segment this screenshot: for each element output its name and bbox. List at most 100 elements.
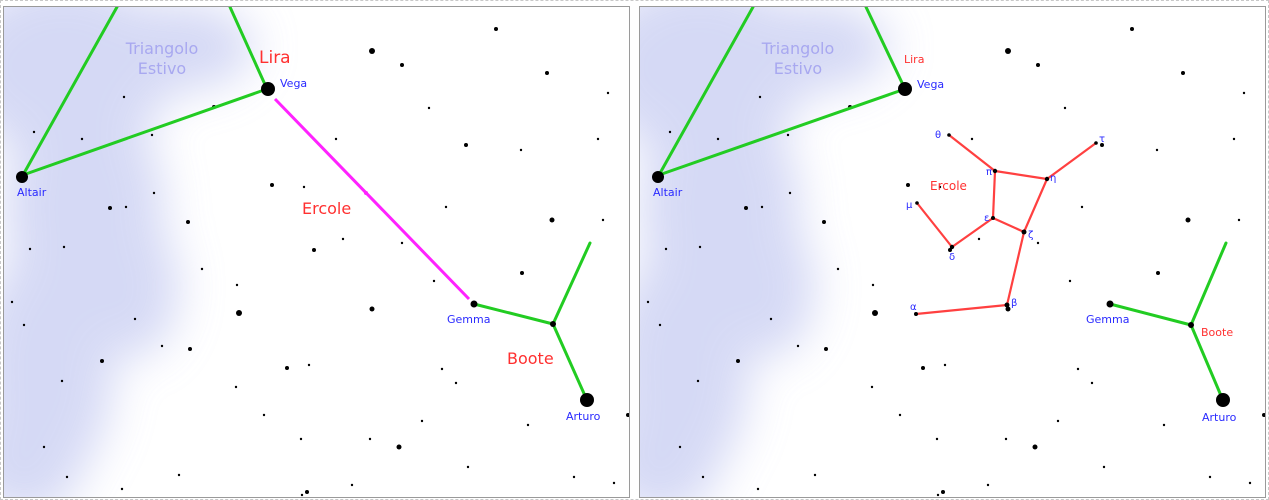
background-star <box>235 283 239 287</box>
background-star <box>270 183 274 187</box>
background-star <box>122 95 126 99</box>
background-star <box>796 344 800 348</box>
background-star <box>769 317 773 321</box>
gemma-boote-line <box>472 302 555 326</box>
background-star <box>152 191 156 195</box>
herc-beta-alpha <box>914 303 1009 316</box>
herc-zeta-beta <box>1005 230 1026 307</box>
background-star <box>1181 71 1185 75</box>
background-star <box>188 347 192 351</box>
epsilon-label: ε <box>984 213 989 224</box>
background-star <box>454 381 458 385</box>
background-star <box>870 385 874 389</box>
right-map-svg: Triangolo Estivo Lira Vega Altair Ercole… <box>640 7 1265 497</box>
altair-star <box>652 171 664 183</box>
background-star <box>1155 148 1159 152</box>
background-star <box>1036 241 1040 245</box>
background-star <box>678 445 682 449</box>
background-star <box>133 317 137 321</box>
background-star <box>935 437 939 441</box>
background-star <box>872 310 878 316</box>
background-star <box>1076 367 1080 371</box>
background-star <box>813 473 817 477</box>
background-star <box>646 300 650 304</box>
background-star <box>871 283 875 287</box>
hercules-stars <box>914 133 1098 316</box>
background-star <box>368 437 372 441</box>
background-star <box>42 445 46 449</box>
background-star <box>400 241 404 245</box>
left-star-map: Triangolo Estivo Lira Vega Altair Ercole… <box>3 6 630 498</box>
boote-star <box>1188 322 1194 328</box>
altair-vega-line <box>21 87 269 177</box>
boote-label: Boote <box>507 349 554 368</box>
background-star <box>520 271 524 275</box>
background-star <box>300 493 304 497</box>
background-star <box>80 137 84 141</box>
background-star <box>1036 63 1040 67</box>
background-star <box>369 48 375 54</box>
eta-star <box>1044 176 1050 182</box>
background-star <box>100 359 104 363</box>
background-star <box>760 205 764 209</box>
background-star <box>200 267 204 271</box>
background-star <box>986 483 990 487</box>
background-star <box>285 366 289 370</box>
background-star <box>1262 413 1265 417</box>
summer-triangle-lines <box>21 7 269 177</box>
background-star <box>236 310 242 316</box>
background-star <box>606 91 610 95</box>
background-star <box>1156 271 1160 275</box>
background-star <box>1242 91 1246 95</box>
background-star <box>1100 143 1104 147</box>
background-star <box>943 363 947 367</box>
background-star <box>668 130 672 134</box>
ercole-label: Ercole <box>302 199 351 218</box>
background-star <box>307 363 311 367</box>
background-star <box>549 217 555 223</box>
background-star <box>1004 437 1008 441</box>
altair-label: Altair <box>17 186 47 199</box>
vega-label: Vega <box>917 78 944 91</box>
delta-star <box>949 244 955 250</box>
hercules-lines <box>914 133 1098 316</box>
theta-star <box>947 133 951 137</box>
background-star <box>124 205 128 209</box>
gemma-label: Gemma <box>447 313 490 326</box>
lira-label: Lira <box>259 48 291 68</box>
background-star <box>466 465 470 469</box>
background-star <box>696 379 700 383</box>
background-star <box>369 306 375 312</box>
background-star <box>545 71 549 75</box>
background-star <box>824 347 828 351</box>
background-star <box>350 483 354 487</box>
background-star <box>464 143 468 147</box>
boote-arturo-line <box>1189 323 1224 400</box>
epsilon-star <box>991 216 995 220</box>
vega-top-line <box>864 7 907 91</box>
background-star <box>941 490 945 494</box>
mu-label: μ <box>906 200 913 211</box>
background-star <box>262 413 266 417</box>
background-star <box>938 185 942 189</box>
background-star <box>1090 381 1094 385</box>
background-star <box>948 248 952 252</box>
vega-label: Vega <box>280 77 307 90</box>
background-star <box>822 220 826 224</box>
beta-star <box>1004 302 1010 308</box>
background-star <box>596 137 600 141</box>
alpha-star <box>914 312 918 316</box>
gemma-boote-line <box>1108 302 1193 327</box>
background-star <box>1005 306 1011 312</box>
background-star <box>1056 419 1060 423</box>
background-star <box>658 323 662 327</box>
background-star <box>1068 279 1072 283</box>
background-star <box>22 323 26 327</box>
background-star <box>440 367 444 371</box>
background-star <box>341 237 345 241</box>
background-star <box>626 413 629 417</box>
background-star <box>120 487 124 491</box>
background-star <box>519 148 523 152</box>
pointer-midpoint <box>364 191 368 195</box>
background-star <box>601 218 605 222</box>
